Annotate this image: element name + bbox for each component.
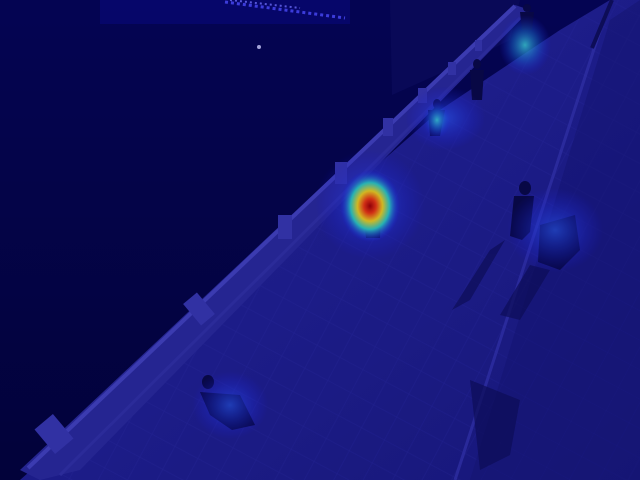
heat-blob-low-right — [507, 188, 603, 272]
heat-blob-cyan-mid — [423, 102, 451, 138]
distant-lights — [100, 0, 350, 49]
heat-blob-person-left — [192, 371, 268, 439]
lamp-pole — [590, 0, 614, 49]
upper-structure — [390, 0, 520, 95]
heat-blob-hotspot — [340, 170, 400, 242]
heatmap-overlay — [192, 15, 603, 439]
heat-blob-cyan-top — [499, 15, 551, 75]
shadows — [452, 240, 550, 470]
